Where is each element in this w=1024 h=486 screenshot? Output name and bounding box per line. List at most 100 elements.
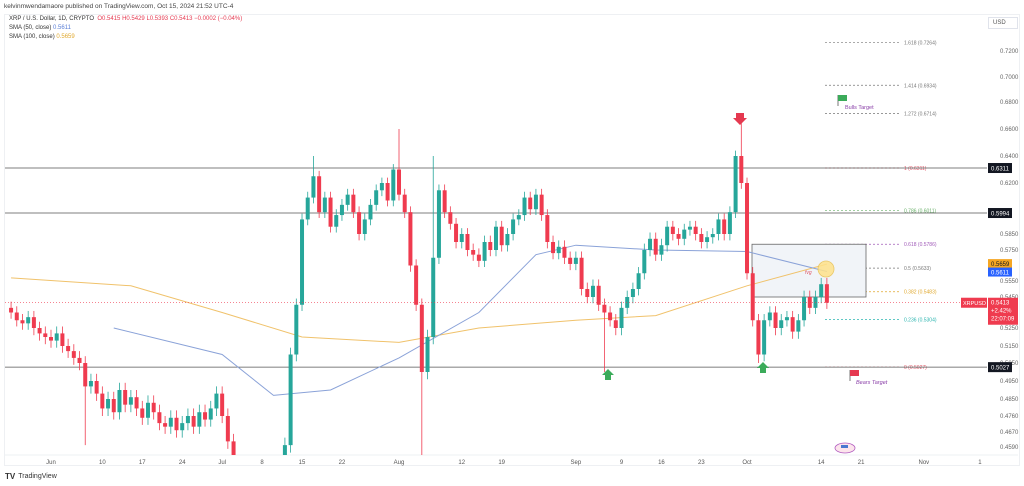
candle-body [408,212,413,266]
candle-body [397,169,402,195]
candle-body [625,297,630,308]
candle-body [402,194,407,213]
candle-body [642,250,647,274]
candle-body [83,363,88,387]
candle-body [750,273,755,321]
fib-level-label: 1.414 (0.6934) [904,83,937,89]
x-tick-label: Aug [394,460,405,466]
y-tick-label: 0.6400 [1000,154,1019,160]
candle-body [562,246,567,258]
candle-body [511,219,516,234]
candle-body [140,408,145,418]
y-tick-label: 0.4670 [1000,430,1019,436]
candle-body [630,289,635,297]
candle-body [294,304,299,355]
tv-logo-icon: TV [5,472,16,481]
candle-body [14,312,19,321]
brand-name: TradingView [18,473,57,480]
candle-body [556,246,561,254]
fib-level-label: 0.236 (0.5304) [904,318,937,324]
candle-body [317,176,322,213]
candle-body [300,219,305,305]
candle-body [328,197,333,227]
x-tick-label: 16 [658,460,665,466]
sma100-tag-text: 0.5659 [991,262,1010,268]
candle-body [767,312,772,321]
candle-body [819,284,824,297]
candle-body [185,416,190,424]
candle-body [385,183,390,201]
candle-body [710,234,715,238]
y-tick-label: 0.5850 [1000,232,1019,238]
candle-body [454,223,459,242]
candle-body [362,219,367,234]
candle-body [374,190,379,205]
sma50-legend[interactable]: SMA (50, close) 0.5611 [9,24,242,33]
countdown-text: 22:07:09 [991,317,1015,323]
candle-body [214,393,219,409]
candle-body [37,328,42,334]
candle-body [322,197,327,213]
highlight-circle [817,260,835,278]
candle-body [414,265,419,305]
candle-body [802,297,807,321]
candle-body [197,412,202,427]
currency-button[interactable]: USD [988,17,1018,29]
candle-body [482,242,487,261]
fib-level-label: 1.618 (0.7264) [904,41,937,47]
candle-body [465,234,470,250]
candle-body [516,215,521,220]
x-tick-label: 9 [620,460,624,466]
arrow-up-icon [757,362,769,373]
publisher-line: kelvinmwendamaore published on TradingVi… [4,3,234,10]
candle-body [134,397,139,409]
candle-body [528,197,533,210]
candle-body [442,190,447,213]
x-tick-label: 19 [498,460,505,466]
fib-level-label: 0.786 (0.6011) [904,209,936,215]
candle-body [493,226,498,250]
candle-body [94,381,99,394]
candle-body [551,242,556,254]
y-tick-label: 0.7200 [1000,49,1019,55]
green-flag-icon [838,95,847,101]
candle-body [608,312,613,321]
candle-body [157,412,162,424]
candle-body [66,346,71,352]
low-value: L0.5393 [146,16,169,22]
x-tick-label: 23 [698,460,705,466]
candle-body [220,393,225,416]
y-tick-label: 0.6200 [1000,181,1019,187]
x-tick-label: 15 [299,460,306,466]
candle-body [31,317,36,328]
candle-body [100,393,105,409]
change-value: −0.0002 (−0.04%) [194,16,243,22]
candle-body [779,320,784,328]
candle-body [282,445,287,455]
x-tick-label: 24 [179,460,186,466]
y-tick-label: 0.5150 [1000,344,1019,350]
candle-body [533,194,538,210]
candle-body [231,441,236,455]
price-level-tag-text: 0.5027 [991,366,1010,372]
tradingview-logo[interactable]: TV TradingView [5,472,57,482]
candle-body [796,320,801,332]
candle-body [488,242,493,250]
candle-body [682,229,687,239]
y-tick-label: 0.4950 [1000,379,1019,385]
candle-body [722,219,727,234]
candle-body [619,307,624,328]
sma100-legend[interactable]: SMA (100, close) 0.5659 [9,33,242,42]
symbol-title: XRP / U.S. Dollar, 1D, CRYPTO [9,16,95,22]
last-price-tag [988,297,1018,325]
symbol-tag [961,297,987,308]
x-tick-label: 17 [139,460,146,466]
candle-body [106,399,111,409]
candle-body [573,257,578,264]
candle-body [727,212,732,234]
y-tick-label: 0.5750 [1000,248,1019,254]
x-tick-label: Nov [919,460,930,466]
candle-body [71,351,76,358]
candle-body [585,289,590,297]
